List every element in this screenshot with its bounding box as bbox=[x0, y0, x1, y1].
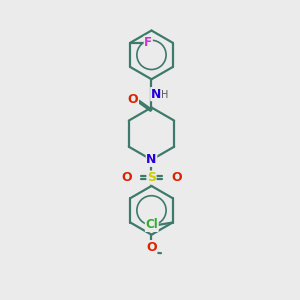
Text: N: N bbox=[146, 153, 157, 166]
Text: Cl: Cl bbox=[146, 218, 158, 231]
Text: N: N bbox=[151, 88, 161, 100]
Text: F: F bbox=[144, 36, 152, 49]
Text: H: H bbox=[161, 90, 169, 100]
Text: S: S bbox=[147, 171, 156, 184]
Text: O: O bbox=[171, 171, 182, 184]
Text: O: O bbox=[128, 93, 138, 106]
Text: O: O bbox=[121, 171, 132, 184]
Text: O: O bbox=[146, 241, 157, 254]
